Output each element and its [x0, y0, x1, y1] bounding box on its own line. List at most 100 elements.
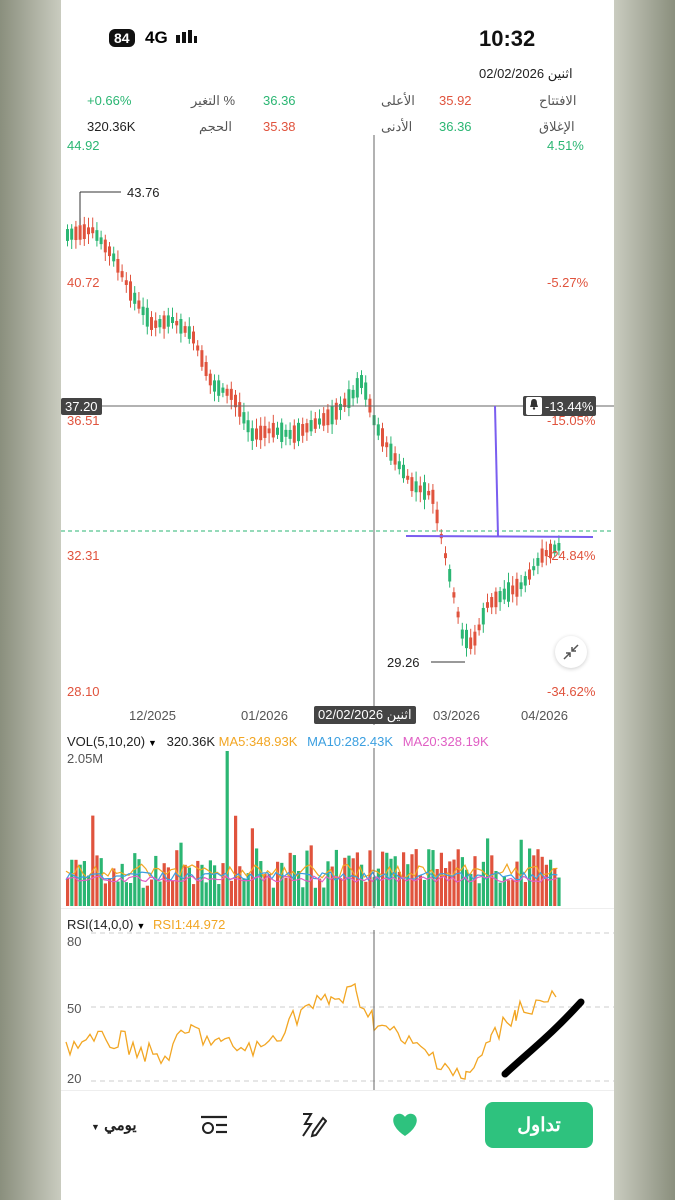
period-selector[interactable]: ▼ يومي — [91, 1116, 137, 1134]
volume-bar — [318, 878, 322, 906]
candle — [486, 602, 489, 608]
candle — [204, 362, 208, 376]
candle — [469, 637, 473, 649]
rsi-divider — [61, 908, 614, 909]
candle — [343, 398, 347, 408]
volume-bar — [393, 856, 397, 906]
volume-bar — [322, 887, 326, 906]
volume-bar — [406, 864, 410, 906]
volume-title[interactable]: VOL(5,10,20) — [67, 734, 146, 749]
indicators-button[interactable] — [199, 1112, 229, 1143]
axis-right-1: -5.27% — [547, 275, 589, 290]
axis-left-1: 40.72 — [67, 275, 100, 290]
dropdown-icon[interactable]: ▼ — [136, 921, 146, 931]
candle — [124, 280, 128, 285]
volume-bar — [204, 882, 208, 906]
candle — [280, 422, 284, 442]
volume-bar — [288, 852, 292, 906]
volume-bar — [330, 866, 334, 906]
candle — [427, 490, 431, 496]
price-chart[interactable] — [61, 135, 614, 725]
bell-icon[interactable] — [526, 397, 542, 415]
candle — [318, 418, 321, 425]
volume-bar — [343, 857, 347, 906]
trade-button[interactable]: تداول — [485, 1102, 593, 1148]
volume-bar — [183, 864, 187, 906]
ma20-line — [65, 875, 558, 883]
rsi-level-20: 20 — [67, 1071, 82, 1086]
candle — [276, 427, 279, 435]
volume-bar — [397, 871, 401, 906]
candle — [141, 306, 145, 316]
volume-bar — [469, 873, 473, 906]
high-value: 36.36 — [263, 93, 296, 108]
volume-bar — [280, 862, 284, 906]
ma10-line — [65, 871, 558, 882]
candle — [74, 226, 78, 241]
volume-ma5: MA5:348.93K — [218, 734, 298, 749]
period-label: يومي — [104, 1117, 137, 1134]
candle — [99, 237, 103, 245]
draw-tool-button[interactable] — [297, 1110, 328, 1145]
volume-bar — [242, 878, 246, 906]
rsi-line — [65, 982, 557, 1080]
volume-bar — [221, 863, 225, 906]
dropdown-icon[interactable]: ▼ — [148, 738, 157, 748]
volume-bar — [196, 860, 200, 906]
volume-bar — [540, 856, 544, 906]
candle — [175, 320, 179, 326]
candle — [91, 227, 95, 234]
candle — [448, 569, 452, 582]
volume-bar — [150, 879, 154, 906]
x-label-2: 03/2026 — [433, 708, 480, 723]
axis-right-2: -15.05% — [547, 413, 596, 428]
volume-bar — [162, 863, 166, 906]
volume-bar — [284, 877, 288, 906]
candle — [389, 443, 393, 461]
candle — [334, 402, 338, 420]
axis-left-0: 44.92 — [67, 138, 100, 153]
volume-bar — [423, 879, 427, 906]
volume-bar — [112, 868, 116, 906]
volume-bar — [95, 855, 99, 906]
candle — [418, 485, 422, 493]
volume-bar — [137, 859, 141, 906]
candle — [431, 489, 435, 504]
rsi-chart[interactable] — [61, 930, 614, 1090]
volume-bar — [108, 877, 112, 906]
axis-left-3: 32.31 — [67, 548, 100, 563]
candle — [305, 423, 309, 433]
candle — [116, 258, 120, 273]
volume-bar — [544, 864, 548, 906]
volume-bar — [439, 852, 443, 906]
selected-date: اثنين 02/02/2026 — [479, 66, 573, 81]
rsi-level-80: 80 — [67, 934, 82, 949]
volume-bar — [456, 849, 460, 906]
volume-chart[interactable] — [61, 748, 614, 908]
candle — [238, 402, 242, 417]
candle — [95, 230, 99, 241]
volume-bar — [435, 869, 439, 906]
collapse-chart-button[interactable] — [555, 636, 587, 668]
candle — [145, 307, 149, 327]
candle — [444, 553, 447, 559]
volume-bar — [473, 856, 477, 906]
volume-value: 320.36K — [87, 119, 136, 134]
volume-bar — [166, 867, 170, 906]
volume-ma20: MA20:328.19K — [402, 734, 489, 749]
candle — [460, 629, 464, 639]
volume-bar — [355, 852, 359, 906]
candle — [271, 422, 275, 438]
favorite-button[interactable] — [391, 1112, 419, 1143]
candle — [511, 585, 515, 595]
candle — [162, 315, 166, 329]
candle — [234, 394, 237, 408]
volume-bar — [192, 884, 196, 906]
volume-bar — [557, 877, 561, 906]
candle — [393, 453, 397, 465]
volume-bar — [99, 858, 103, 906]
candle — [250, 428, 254, 441]
candle — [183, 326, 187, 333]
rsi-title[interactable]: RSI(14,0,0) — [67, 917, 134, 932]
volume-legend: VOL(5,10,20) ▼ 320.36K MA5:348.93K MA10:2… — [67, 734, 489, 749]
